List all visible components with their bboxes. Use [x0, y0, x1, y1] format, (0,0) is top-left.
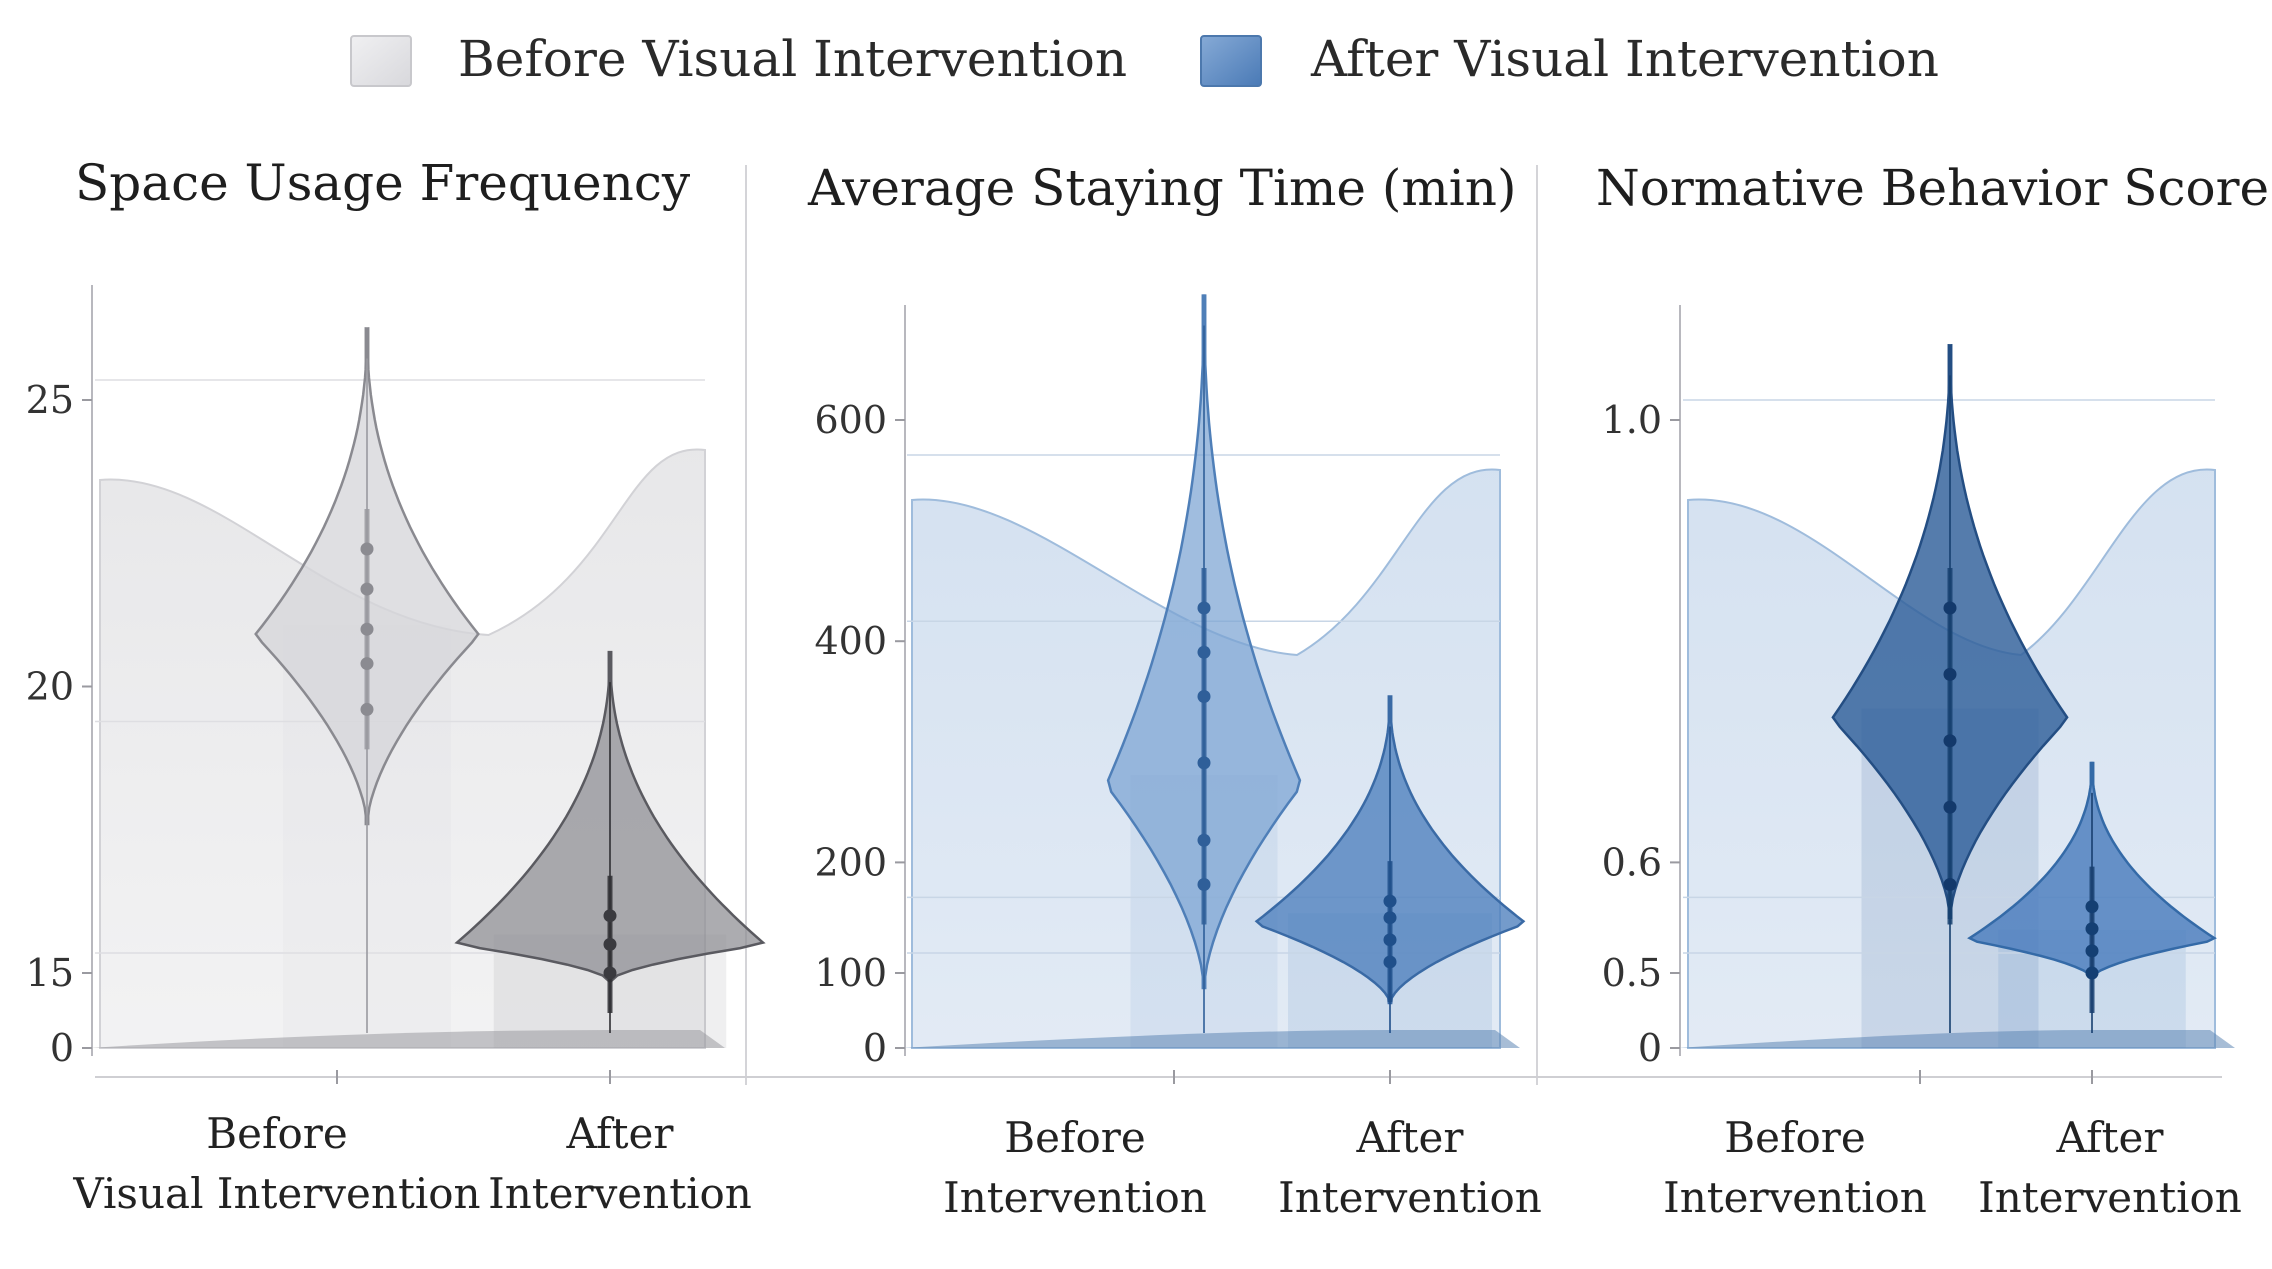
x-category-label: After [2056, 1113, 2165, 1162]
violin-point [360, 622, 374, 636]
panel-2-baseline-ridge [902, 1030, 1520, 1048]
panel-3: 0 0.5 0.6 1.0 Normative Behavior Score Before… [1596, 159, 2269, 1222]
violin-point [360, 702, 374, 716]
violin-point [1197, 833, 1211, 847]
y-tick-label: 15 [26, 951, 74, 995]
y-tick-label: 200 [814, 840, 887, 884]
x-category-label: After [1356, 1113, 1465, 1162]
legend-swatch-after [1200, 35, 1262, 87]
violin-point [1943, 800, 1957, 814]
x-category-label: Visual Intervention [72, 1169, 480, 1218]
x-category-label: Intervention [1278, 1173, 1542, 1222]
violin-point [1383, 933, 1397, 947]
x-category-label: Before [1724, 1113, 1865, 1162]
x-category-label: Intervention [1978, 1173, 2242, 1222]
violin-point [1943, 667, 1957, 681]
legend-label-after: After Visual Intervention [1310, 30, 1939, 88]
violin-point [1943, 734, 1957, 748]
violin-point [1943, 601, 1957, 615]
y-tick-label: 1.0 [1602, 398, 1662, 442]
x-category-label: Intervention [1663, 1173, 1927, 1222]
violin-point [2085, 944, 2099, 958]
panel-1-title: Space Usage Frequency [75, 154, 691, 212]
y-tick-label: 600 [814, 398, 887, 442]
violin-point [1197, 756, 1211, 770]
violin-point [1197, 690, 1211, 703]
y-tick-label: 20 [26, 665, 74, 709]
violin-point [1197, 645, 1211, 659]
x-category-label: After [566, 1109, 675, 1158]
x-category-label: Intervention [943, 1173, 1207, 1222]
legend: Before Visual Intervention After Visual … [350, 30, 1939, 88]
violin-point [1943, 878, 1957, 892]
y-tick-label: 400 [814, 619, 887, 663]
y-tick-label: 0.5 [1602, 951, 1662, 995]
panel-2: 0 100 200 400 600 Average Staying Time (min) B… [807, 159, 1542, 1222]
violin-point [360, 657, 374, 671]
violin-point [1197, 601, 1211, 615]
violin-point [2085, 900, 2099, 914]
y-tick-label: 100 [814, 951, 887, 995]
panel-3-title: Normative Behavior Score [1596, 159, 2269, 217]
y-tick-label: 25 [26, 378, 74, 422]
y-tick-label: 0 [50, 1026, 74, 1070]
violin-point [1383, 955, 1397, 969]
violin-point [2085, 922, 2099, 936]
legend-label-before: Before Visual Intervention [458, 30, 1127, 88]
violin-point [603, 909, 617, 923]
violin-point [360, 542, 374, 556]
panel-3-baseline-ridge [1678, 1030, 2235, 1048]
panel-1: 0 15 20 25 Space Usage Frequency Before Visual… [26, 154, 766, 1218]
x-category-label: Before [206, 1109, 347, 1158]
violin-point [2085, 966, 2099, 980]
x-category-label: Intervention [488, 1169, 752, 1218]
violin-point [603, 937, 617, 951]
x-category-label: Before [1004, 1113, 1145, 1162]
violin-point [1197, 878, 1211, 892]
panel-2-title: Average Staying Time (min) [807, 159, 1516, 217]
legend-swatch-before [350, 35, 412, 87]
y-tick-label: 0 [863, 1026, 887, 1070]
panel-1-baseline-ridge [90, 1030, 725, 1048]
violin-point [603, 966, 617, 980]
y-tick-label: 0.6 [1602, 840, 1662, 884]
violin-point [1383, 911, 1397, 925]
violin-point [360, 582, 374, 596]
y-tick-label: 0 [1638, 1026, 1662, 1070]
violin-point [1383, 894, 1397, 908]
